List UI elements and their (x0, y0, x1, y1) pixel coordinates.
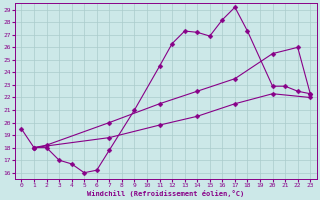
X-axis label: Windchill (Refroidissement éolien,°C): Windchill (Refroidissement éolien,°C) (87, 190, 244, 197)
